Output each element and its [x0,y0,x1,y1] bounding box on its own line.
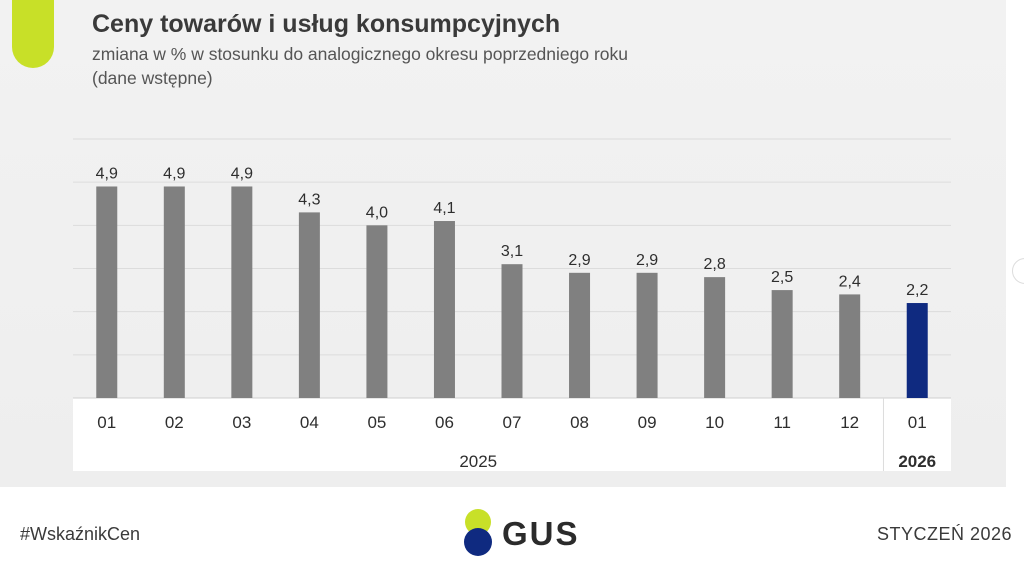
x-tick-label: 11 [773,413,791,432]
bar [771,290,793,398]
logo-green-circle [465,509,491,535]
bar [96,186,118,398]
x-tick-label: 01 [97,413,116,432]
subtitle-line-2: (dane wstępne) [92,68,213,88]
x-tick-label: 12 [840,413,859,432]
category-table [73,398,951,471]
hashtag-label[interactable]: #WskaźnikCen [20,524,141,544]
side-strip [1006,0,1024,487]
data-label: 2,4 [839,273,861,290]
x-tick-label: 07 [503,413,522,432]
x-tick-label: 03 [232,413,251,432]
data-label: 3,1 [501,243,523,260]
data-label: 4,9 [96,165,118,182]
data-label: 2,9 [636,252,658,269]
x-group-label: 2026 [898,452,936,471]
logo-navy-circle [464,528,492,556]
release-date: STYCZEŃ 2026 [876,524,1012,544]
x-tick-label: 08 [570,413,589,432]
bar [501,264,523,398]
bar-chart: 4,9 01 4,9 02 4,9 03 4,3 04 4,0 05 4,1 06 3,1 07 2,9 08… [73,138,951,471]
data-label: 4,9 [163,165,185,182]
logo-text: GUS [502,515,580,552]
x-tick-label: 09 [638,413,657,432]
bar [569,272,591,398]
data-label: 4,0 [366,204,388,221]
x-tick-label: 01 [908,413,927,432]
bar [231,186,253,398]
x-group-label: 2025 [459,452,497,471]
chart-title: Ceny towarów i usług konsumpcyjnych [92,10,561,38]
data-label: 2,5 [771,269,793,286]
data-label: 4,1 [433,200,455,217]
data-label: 2,2 [906,282,928,299]
x-tick-label: 04 [300,413,319,432]
chart-subtitle: zmiana w % w stosunku do analogicznego o… [92,42,628,90]
bar [636,272,658,398]
data-label: 2,9 [568,252,590,269]
data-label: 4,9 [231,165,253,182]
subtitle-line-1: zmiana w % w stosunku do analogicznego o… [92,44,629,64]
bar [433,221,455,398]
bar [163,186,185,398]
data-label: 4,3 [298,191,320,208]
x-tick-label: 10 [705,413,724,432]
x-tick-label: 02 [165,413,184,432]
bar [839,294,861,398]
x-tick-label: 06 [435,413,454,432]
bar [906,303,928,398]
data-label: 2,8 [703,256,725,273]
bar [298,212,320,398]
bar [366,225,388,398]
gus-logo-icon [464,509,492,556]
accent-tab [12,0,54,68]
x-tick-label: 05 [367,413,386,432]
footer [0,487,1024,561]
bar [704,277,726,398]
